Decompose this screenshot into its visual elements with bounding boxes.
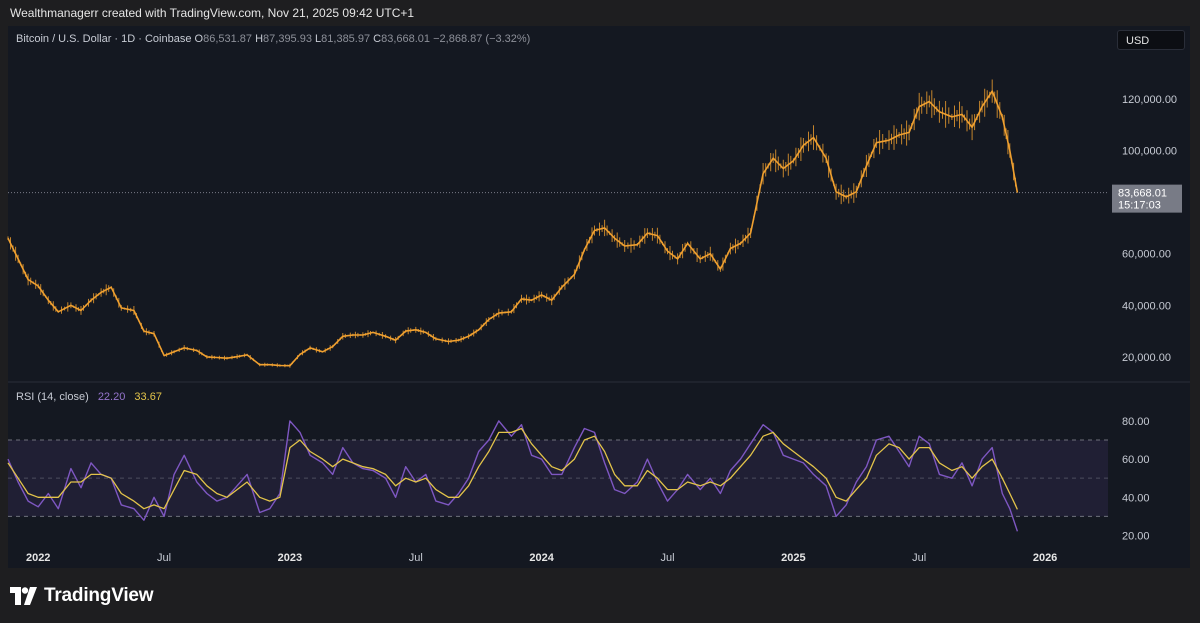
rsi-axis-label: 60.00 — [1122, 454, 1150, 466]
close-label: C — [373, 33, 382, 45]
tradingview-logo[interactable]: TradingView — [10, 585, 154, 607]
rsi-axis-label: 80.00 — [1122, 416, 1150, 428]
time-axis-label: Jul — [660, 552, 674, 564]
price-axis-label: 100,000.00 — [1122, 145, 1177, 157]
price-axis-label: 40,000.00 — [1122, 300, 1171, 312]
open-label: O — [194, 33, 204, 45]
open-value: 86,531.87 — [203, 33, 253, 45]
symbol-title: Bitcoin / U.S. Dollar · 1D · Coinbase — [16, 33, 192, 45]
rsi-title: RSI (14, close) — [16, 391, 89, 403]
brand-name: TradingView — [44, 585, 154, 606]
price-tag-countdown: 15:17:03 — [1118, 200, 1161, 212]
time-axis-label: 2024 — [529, 552, 554, 564]
currency-button[interactable]: USD — [1117, 30, 1185, 50]
time-axis-label: Jul — [409, 552, 423, 564]
chart-caption: Wealthmanagerr created with TradingView.… — [10, 6, 415, 20]
symbol-legend: Bitcoin / U.S. Dollar · 1D · Coinbase O8… — [16, 33, 530, 45]
time-axis-label: 2026 — [1033, 552, 1057, 564]
price-wicks — [7, 79, 1016, 368]
rsi-band — [8, 440, 1108, 517]
price-axis-label: 20,000.00 — [1122, 352, 1171, 364]
rsi-legend: RSI (14, close) 22.20 33.67 — [16, 391, 162, 403]
high-label: H — [255, 33, 264, 45]
rsi-ma-value: 33.67 — [134, 391, 162, 403]
rsi-axis-label: 20.00 — [1122, 530, 1150, 542]
price-axis-label: 120,000.00 — [1122, 94, 1177, 106]
price-axis-label: 60,000.00 — [1122, 249, 1171, 261]
time-axis-label: Jul — [912, 552, 926, 564]
change-value: −2,868.87 (−3.32%) — [433, 33, 531, 45]
price-series-line — [7, 90, 1019, 367]
high-value: 87,395.93 — [263, 33, 312, 45]
time-axis-label: 2023 — [278, 552, 302, 564]
tradingview-icon — [10, 587, 37, 605]
price-tag-price: 83,668.01 — [1118, 188, 1167, 200]
close-value: 83,668.01 — [381, 33, 431, 45]
low-value: 81,385.97 — [321, 33, 371, 45]
time-axis-label: 2025 — [781, 552, 805, 564]
rsi-value: 22.20 — [97, 391, 126, 403]
rsi-axis-label: 40.00 — [1122, 492, 1150, 504]
low-label: L — [315, 33, 322, 45]
time-axis-label: Jul — [157, 552, 171, 564]
time-axis-label: 2022 — [26, 552, 50, 564]
rsi-ma-line — [7, 427, 1018, 510]
price-tag-box — [1112, 184, 1182, 213]
